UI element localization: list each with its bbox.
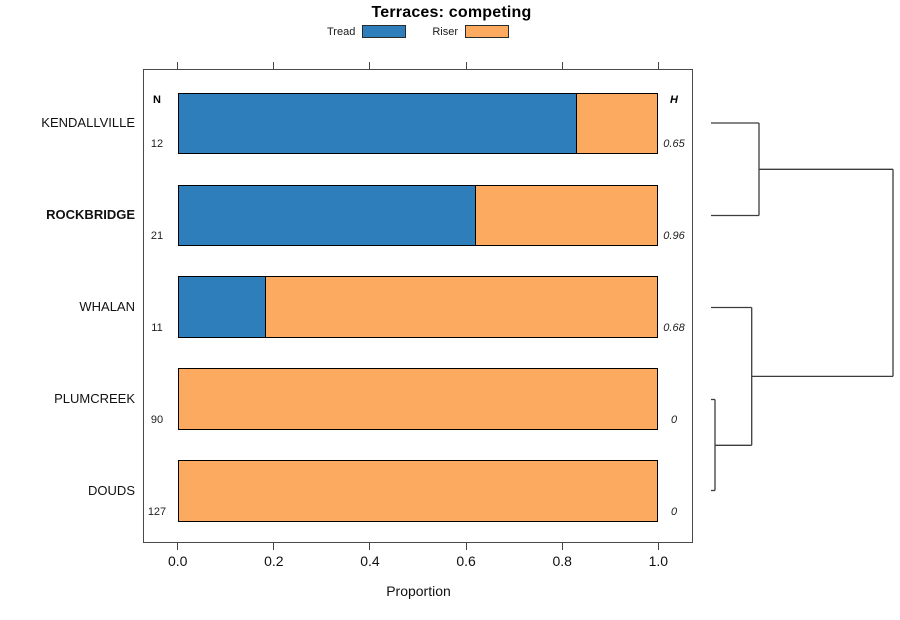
stacked-bar (177, 276, 659, 338)
axis-tick-label: 0.8 (552, 553, 572, 569)
axis-tick-label: 0.6 (456, 553, 476, 569)
n-value: 12 (150, 138, 164, 151)
axis-tick-label: 0.0 (167, 553, 188, 569)
legend-swatch-tread (362, 25, 407, 38)
legend-item-tread: Tread (327, 25, 407, 38)
axis-tick-bottom (465, 543, 467, 550)
plot-area-border (143, 69, 693, 543)
bar-segment-riser (264, 277, 658, 337)
legend: Tread Riser (143, 25, 693, 38)
category-label-plumcreek: PLUMCREEK (54, 391, 135, 406)
legend-label-riser: Riser (432, 25, 458, 38)
category-label-rockbridge: ROCKBRIDGE (46, 207, 135, 223)
axis-tick-top (657, 62, 659, 69)
category-label-whalan: WHALAN (79, 299, 135, 315)
bar-segment-tread (178, 277, 265, 337)
stacked-bar (177, 92, 659, 155)
n-column-header: N (153, 94, 161, 106)
x-axis-title: Proportion (386, 583, 451, 599)
legend-item-riser: Riser (432, 25, 509, 38)
n-value: 11 (151, 321, 163, 334)
stacked-bar (177, 368, 659, 430)
axis-tick-bottom (273, 543, 275, 550)
axis-tick-top (561, 62, 563, 69)
axis-tick-bottom (657, 543, 659, 550)
bar-segment-riser (575, 93, 658, 154)
n-value: 21 (150, 230, 164, 243)
axis-tick-label: 0.2 (264, 553, 284, 569)
h-column-header: H (670, 94, 678, 106)
bar-segment-riser (475, 185, 658, 246)
bar-segment-riser (178, 369, 658, 429)
h-value: 0.68 (663, 321, 685, 334)
h-value: 0.96 (663, 230, 685, 243)
axis-tick-bottom (561, 543, 563, 550)
bar-segment-tread (178, 93, 576, 154)
stacked-bar (177, 184, 659, 247)
category-label-kendallville: KENDALLVILLE (41, 115, 135, 131)
axis-tick-label: 0.4 (360, 553, 380, 569)
n-value: 90 (150, 413, 164, 426)
axis-tick-top (177, 62, 179, 69)
bar-segment-riser (178, 461, 658, 521)
axis-tick-label: 1.0 (648, 553, 669, 569)
n-value: 127 (147, 505, 167, 518)
h-value: 0 (670, 413, 678, 426)
category-label-douds: DOUDS (88, 482, 135, 498)
legend-swatch-riser (465, 25, 509, 38)
axis-tick-bottom (369, 543, 371, 550)
legend-label-tread: Tread (327, 25, 356, 38)
axis-tick-top (369, 62, 371, 69)
axis-tick-bottom (177, 543, 179, 550)
bar-segment-tread (178, 185, 476, 246)
h-value: 0 (670, 505, 678, 518)
h-value: 0.65 (663, 138, 685, 151)
chart-title: Terraces: competing (371, 4, 532, 21)
axis-tick-top (273, 62, 275, 69)
axis-tick-top (465, 62, 467, 69)
stacked-bar (177, 460, 659, 522)
